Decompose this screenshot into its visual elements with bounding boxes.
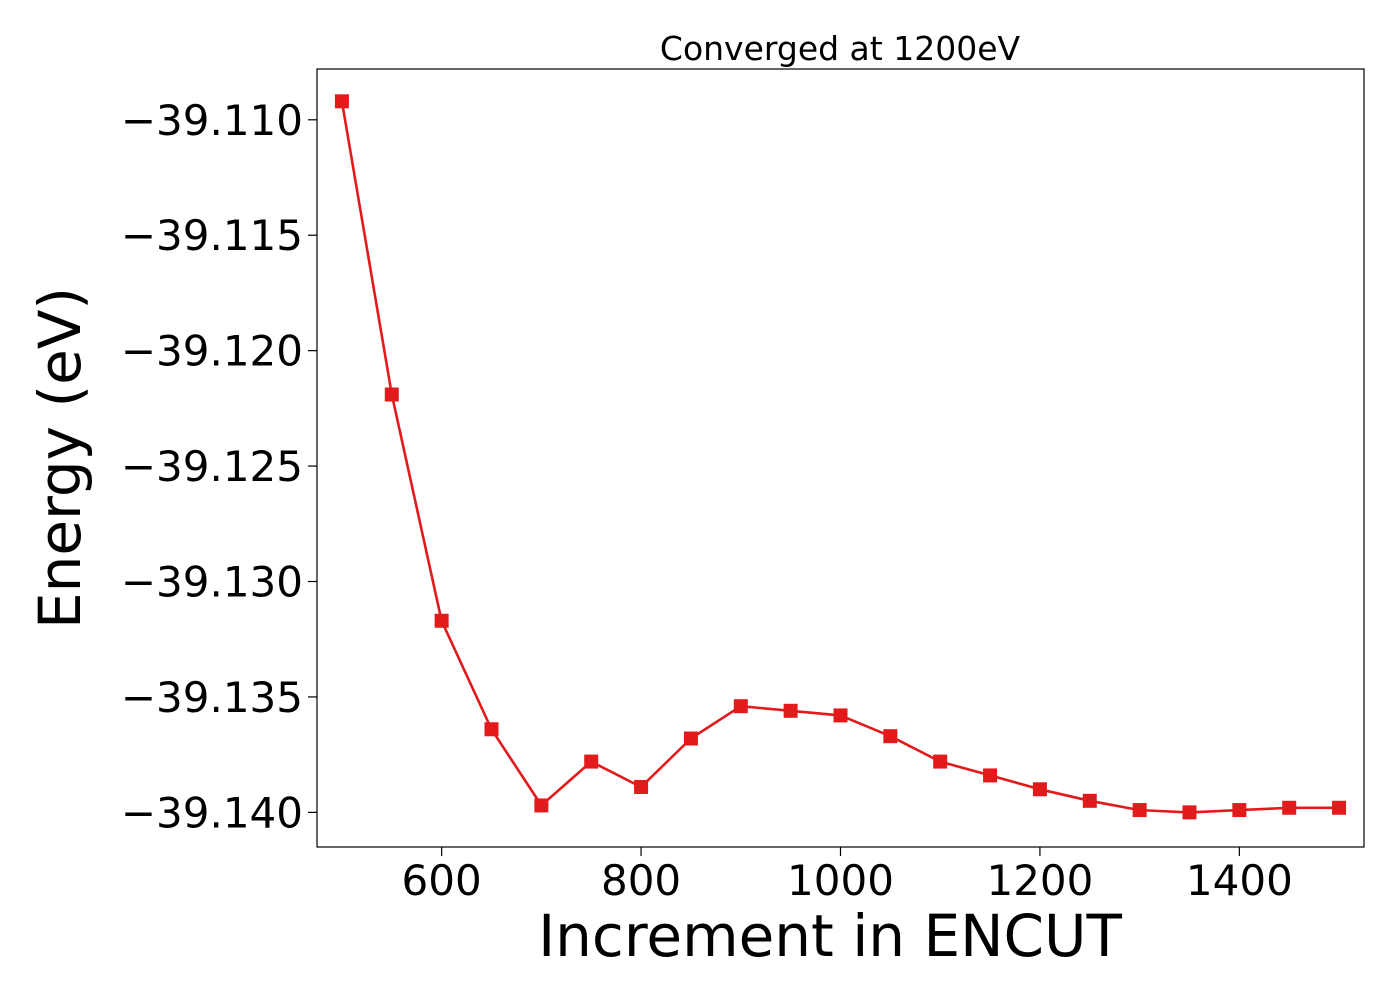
data-point [434,613,449,628]
chart-title: Converged at 1200eV [660,29,1021,68]
y-tick-label: −39.130 [121,558,303,607]
y-tick-label: −39.110 [121,96,303,145]
plot-area [334,94,1347,820]
data-point [534,798,549,813]
data-point [933,754,948,769]
y-tick-label: −39.120 [121,327,303,376]
data-point [484,722,499,737]
data-point [1282,800,1297,815]
y-axis: −39.110 −39.115 −39.120 −39.125 −39.130 −39.1… [121,96,317,837]
x-axis: 600 800 1000 1200 1400 [402,847,1293,905]
x-axis-label: Increment in ENCUT [538,902,1122,970]
data-point [1232,803,1247,818]
series-line [340,101,1340,814]
y-axis-label: Energy (eV) [26,287,94,629]
data-point [334,94,349,109]
data-point [1082,793,1097,808]
data-point [1332,800,1347,815]
data-point [634,779,649,794]
x-tick-label: 1000 [787,856,894,905]
data-point [1132,803,1147,818]
data-point [683,731,698,746]
plot-frame [316,68,1365,848]
x-tick-label: 1200 [986,856,1093,905]
x-tick-label: 800 [601,856,681,905]
data-point [833,708,848,723]
data-point [733,699,748,714]
data-point [783,703,798,718]
y-tick-label: −39.135 [121,673,303,722]
y-tick-label: −39.125 [121,442,303,491]
data-point [983,768,998,783]
y-tick-label: −39.140 [121,788,303,837]
y-tick-label: −39.115 [121,211,303,260]
data-point [883,729,898,744]
data-point [584,754,599,769]
x-tick-label: 1400 [1186,856,1293,905]
data-point [384,387,399,402]
data-point [1182,805,1197,820]
data-point [1032,782,1047,797]
x-tick-label: 600 [402,856,482,905]
